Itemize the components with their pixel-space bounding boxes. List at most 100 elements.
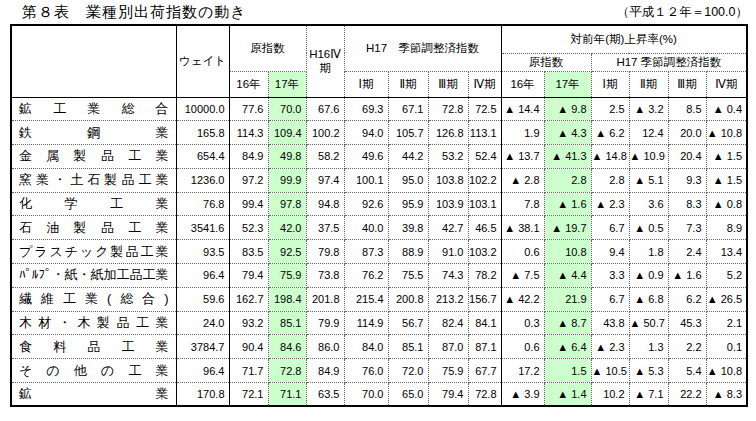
- yoy-original-index-subheader: 原指数: [501, 53, 591, 71]
- weight-cell: 3784.7: [176, 335, 229, 359]
- industry-column-header-blank: [11, 25, 176, 97]
- h16-q4-cell: 67.6: [306, 97, 344, 121]
- yoy-q2-cell: ▲ 5.1: [629, 168, 668, 192]
- sa-q3-cell: 74.3: [428, 264, 468, 288]
- weight-cell: 59.6: [176, 287, 229, 311]
- industry-name-cell: その他の工業: [11, 359, 176, 383]
- table-row: 繊維工業(総合)59.6162.7198.4201.8215.4200.8213…: [11, 287, 747, 311]
- yoy-q3-cell: 7.3: [668, 216, 706, 240]
- yoy-q3-cell: 6.2: [668, 287, 706, 311]
- yoy-q1-cell: ▲ 2.3: [591, 335, 629, 359]
- original-index-17-cell: 42.0: [268, 216, 306, 240]
- yoy-17-cell: ▲ 41.3: [544, 145, 591, 169]
- original-index-17-header: 17年: [268, 71, 306, 97]
- sa-q4-cell: 103.2: [468, 240, 501, 264]
- sa-q4-cell: 87.1: [468, 335, 501, 359]
- table-row: ﾊﾟﾙﾌﾟ・紙・紙加工品工業96.479.475.973.876.275.574…: [11, 264, 747, 288]
- sa-q2-cell: 39.8: [388, 216, 428, 240]
- table-row: プラスチック製品工業93.583.592.579.887.388.991.010…: [11, 240, 747, 264]
- yoy-q4-cell: 0.1: [706, 335, 747, 359]
- sa-q3-cell: 87.0: [428, 335, 468, 359]
- yoy-q1-cell: 6.7: [591, 287, 629, 311]
- weight-cell: 654.4: [176, 145, 229, 169]
- yoy-16-cell: ▲ 14.4: [501, 97, 544, 121]
- sa-q2-cell: 95.0: [388, 168, 428, 192]
- yoy-17-cell: ▲ 1.4: [544, 383, 591, 407]
- yoy-group-header: 対前年(期)上昇率(%): [501, 25, 747, 53]
- sa-q3-cell: 53.2: [428, 145, 468, 169]
- yoy-16-cell: ▲ 38.1: [501, 216, 544, 240]
- yoy-q4-cell: 2.1: [706, 311, 747, 335]
- industry-name-cell: 化学工業: [11, 192, 176, 216]
- table-row: 鉄鋼業165.8114.3109.4100.294.0105.7126.8113…: [11, 121, 747, 145]
- sa-q3-cell: 126.8: [428, 121, 468, 145]
- yoy-q2-cell: 1.3: [629, 335, 668, 359]
- original-index-16-cell: 90.4: [229, 335, 268, 359]
- yoy-q4-cell: ▲ 10.8: [706, 121, 747, 145]
- original-index-16-cell: 84.9: [229, 145, 268, 169]
- yoy-q1-cell: 10.2: [591, 383, 629, 407]
- original-index-group-header: 原指数: [229, 25, 306, 71]
- yoy-17-cell: ▲ 19.7: [544, 216, 591, 240]
- yoy-16-cell: ▲ 2.8: [501, 168, 544, 192]
- yoy-q4-cell: 13.4: [706, 240, 747, 264]
- yoy-q2-cell: ▲ 0.5: [629, 216, 668, 240]
- table-header: ウェイト 原指数 H16Ⅳ期 H17 季節調整済指数 対前年(期)上昇率(%) …: [11, 25, 747, 97]
- table-row: 食料品工業3784.790.484.686.084.085.187.087.10…: [11, 335, 747, 359]
- h16-q4-cell: 79.9: [306, 311, 344, 335]
- yoy-16-cell: 7.8: [501, 192, 544, 216]
- sa-q1-header: Ⅰ期: [344, 71, 388, 97]
- sa-q4-cell: 84.1: [468, 311, 501, 335]
- yoy-q4-cell: ▲ 0.8: [706, 192, 747, 216]
- yoy-q3-cell: 2.2: [668, 335, 706, 359]
- industry-name-cell: 木材・木製品工業: [11, 311, 176, 335]
- original-index-16-cell: 83.5: [229, 240, 268, 264]
- weight-cell: 24.0: [176, 311, 229, 335]
- h16-q4-cell: 201.8: [306, 287, 344, 311]
- sa-q2-cell: 56.7: [388, 311, 428, 335]
- table-row: 金属製品工業654.484.949.858.249.644.253.252.4▲…: [11, 145, 747, 169]
- sa-q1-cell: 94.0: [344, 121, 388, 145]
- h16-q4-cell: 84.9: [306, 359, 344, 383]
- yoy-q2-cell: ▲ 50.7: [629, 311, 668, 335]
- sa-q3-cell: 42.7: [428, 216, 468, 240]
- yoy-q3-cell: 8.5: [668, 97, 706, 121]
- sa-q4-cell: 102.2: [468, 168, 501, 192]
- yoy-q1-cell: ▲ 14.8: [591, 145, 629, 169]
- sa-q4-cell: 72.5: [468, 97, 501, 121]
- yoy-q2-cell: ▲ 5.3: [629, 359, 668, 383]
- sa-q3-cell: 82.4: [428, 311, 468, 335]
- sa-q1-cell: 100.1: [344, 168, 388, 192]
- yoy-q3-cell: 22.2: [668, 383, 706, 407]
- yoy-17-cell: 10.8: [544, 240, 591, 264]
- weight-column-header: ウェイト: [176, 25, 229, 97]
- table-row: 化学工業76.899.497.894.892.695.9103.9103.17.…: [11, 192, 747, 216]
- industry-name-cell: 石油製品工業: [11, 216, 176, 240]
- scale-note: （平成１２年＝100.0）: [617, 4, 748, 21]
- original-index-17-cell: 99.9: [268, 168, 306, 192]
- sa-q2-cell: 72.0: [388, 359, 428, 383]
- sa-q1-cell: 69.3: [344, 97, 388, 121]
- industry-name-cell: 食料品工業: [11, 335, 176, 359]
- yoy-17-cell: ▲ 4.3: [544, 121, 591, 145]
- h16-q4-cell: 58.2: [306, 145, 344, 169]
- sa-q3-cell: 103.9: [428, 192, 468, 216]
- sa-q1-cell: 76.0: [344, 359, 388, 383]
- sa-q4-cell: 46.5: [468, 216, 501, 240]
- h16-q4-cell: 86.0: [306, 335, 344, 359]
- yoy-q1-cell: 2.5: [591, 97, 629, 121]
- sa-q2-header: Ⅱ期: [388, 71, 428, 97]
- h16-q4-cell: 79.8: [306, 240, 344, 264]
- yoy-q1-cell: ▲ 6.2: [591, 121, 629, 145]
- h16-q4-cell: 63.5: [306, 383, 344, 407]
- table-row: 鉱業170.872.171.163.570.065.079.472.8▲ 3.9…: [11, 383, 747, 407]
- yoy-q1-cell: ▲ 2.3: [591, 192, 629, 216]
- sa-q4-cell: 72.8: [468, 383, 501, 407]
- original-index-16-cell: 99.4: [229, 192, 268, 216]
- yoy-16-cell: ▲ 42.2: [501, 287, 544, 311]
- weight-cell: 10000.0: [176, 97, 229, 121]
- original-index-16-cell: 97.2: [229, 168, 268, 192]
- weight-cell: 93.5: [176, 240, 229, 264]
- table-row: その他の工業96.471.772.884.976.072.075.967.717…: [11, 359, 747, 383]
- yoy-q3-cell: 45.3: [668, 311, 706, 335]
